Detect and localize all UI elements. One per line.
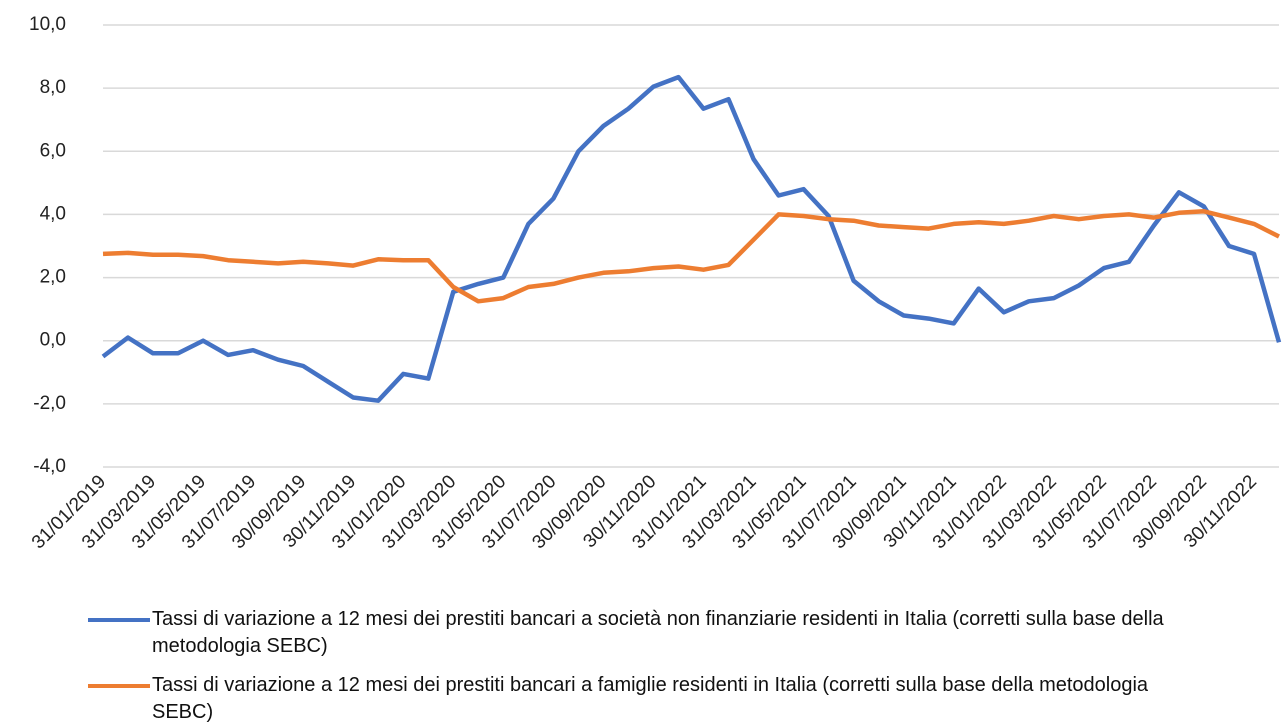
- series-line: [102, 209, 1281, 304]
- y-tick-label: 2,0: [40, 267, 66, 288]
- y-tick-label: -4,0: [33, 456, 66, 477]
- y-tick-label: 6,0: [40, 140, 66, 161]
- legend-label: Tassi di variazione a 12 mesi dei presti…: [152, 608, 1164, 657]
- legend-swatch: [88, 684, 150, 688]
- legend-entry: Tassi di variazione a 12 mesi dei presti…: [88, 672, 1208, 726]
- y-tick-label: 0,0: [40, 330, 66, 351]
- y-tick-label: 4,0: [40, 203, 66, 224]
- legend-entry: Tassi di variazione a 12 mesi dei presti…: [88, 606, 1208, 660]
- chart: -4,0-2,00,02,04,06,08,010,031/01/201931/…: [28, 14, 1282, 553]
- y-tick-label: 8,0: [40, 77, 66, 98]
- series-line: [101, 74, 1282, 403]
- legend-swatch: [88, 618, 150, 622]
- legend-label: Tassi di variazione a 12 mesi dei presti…: [152, 674, 1149, 723]
- y-tick-label: -2,0: [33, 393, 66, 414]
- y-tick-label: 10,0: [29, 14, 66, 35]
